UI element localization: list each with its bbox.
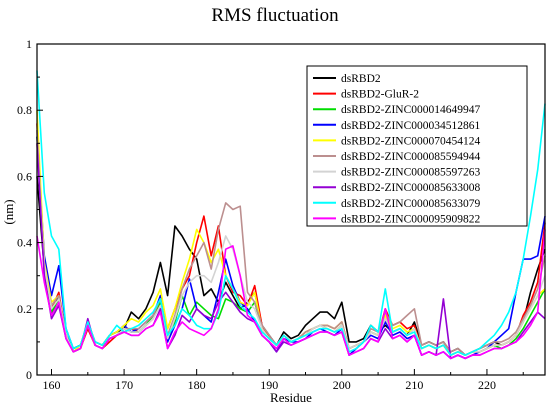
legend-label: dsRBD2 (341, 73, 381, 85)
y-tick-label: 0.4 (17, 236, 32, 250)
y-tick-label: 0.8 (17, 103, 32, 117)
legend-label: dsRBD2-ZINC000085594944 (341, 151, 481, 163)
legend-label: dsRBD2-ZINC000085633079 (341, 198, 481, 210)
legend-box (306, 65, 528, 227)
legend-label: dsRBD2-ZINC000014649947 (341, 104, 481, 116)
x-tick-label: 190 (260, 378, 278, 392)
series-line-8 (36, 70, 546, 356)
legend-label: dsRBD2-ZINC000085633008 (341, 182, 481, 194)
legend-label: dsRBD2-ZINC000070454124 (341, 135, 481, 147)
y-axis: 0 0.2 0.4 0.6 0.8 1 (17, 37, 43, 382)
x-tick-label: 220 (478, 378, 496, 392)
x-axis: 160 170 180 190 200 210 220 (43, 369, 524, 392)
legend-label: dsRBD2-ZINC000085597263 (341, 167, 481, 179)
x-tick-label: 170 (115, 378, 133, 392)
y-tick-label: 0.6 (17, 169, 32, 183)
legend: dsRBD2 dsRBD2-GluR-2 dsRBD2-ZINC0000146499… (306, 65, 528, 227)
y-tick-label: 0.2 (17, 302, 32, 316)
x-tick-label: 160 (43, 378, 61, 392)
legend-label: dsRBD2-ZINC000034512861 (341, 120, 481, 132)
legend-label: dsRBD2-ZINC000095909822 (341, 213, 481, 225)
x-tick-label: 200 (333, 378, 351, 392)
plot-lines (36, 70, 546, 360)
y-tick-label: 1 (26, 37, 32, 51)
y-tick-label: 0 (26, 368, 32, 382)
x-axis-label: Residue (270, 390, 312, 405)
chart-title: RMS fluctuation (211, 5, 339, 26)
series-line-9 (36, 229, 546, 360)
x-tick-label: 210 (405, 378, 423, 392)
legend-label: dsRBD2-GluR-2 (341, 89, 419, 101)
y-axis-label: (nm) (1, 199, 16, 224)
x-tick-label: 180 (188, 378, 206, 392)
